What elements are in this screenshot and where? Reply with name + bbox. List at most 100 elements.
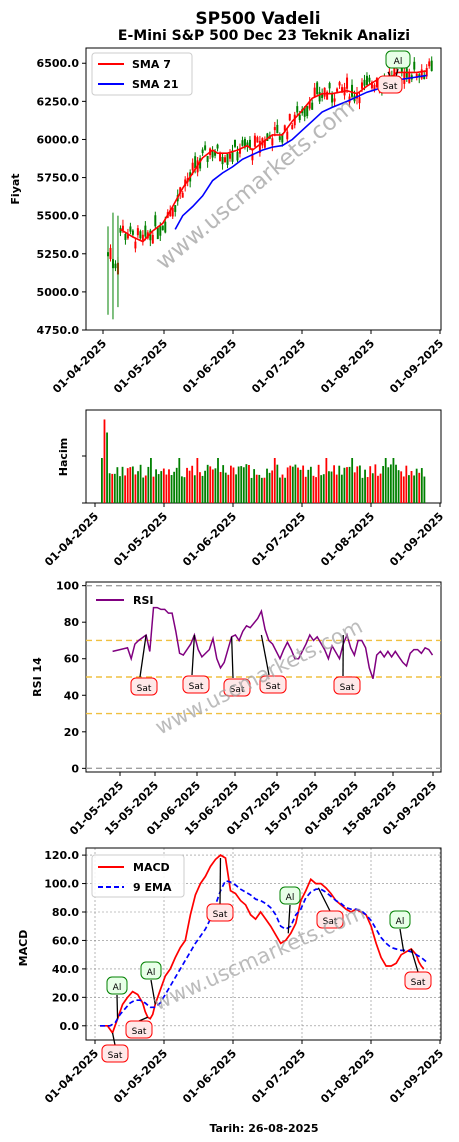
- rsi-y-tick-label: 60: [64, 653, 80, 666]
- candle-body: [370, 81, 373, 89]
- volume-bar: [333, 465, 335, 503]
- volume-bar: [402, 476, 405, 503]
- rsi-y-axis-label: RSI 14: [31, 657, 44, 697]
- signal-arrow: [116, 994, 119, 1019]
- volume-bar: [351, 458, 354, 503]
- volume-bar: [260, 477, 263, 503]
- volume-bar: [377, 475, 379, 503]
- volume-bar: [420, 468, 423, 503]
- volume-bar: [268, 472, 271, 503]
- macd-x-tick-label: 01-07-2025: [249, 1047, 308, 1106]
- candle-body: [356, 92, 358, 99]
- volume-bar: [235, 474, 237, 503]
- candle-body: [241, 140, 244, 146]
- candle-body: [233, 140, 236, 147]
- candle-body: [121, 225, 124, 231]
- volume-bar: [173, 471, 176, 503]
- candle-body: [306, 106, 309, 117]
- candle-body: [266, 133, 269, 142]
- candle-body: [393, 65, 396, 77]
- candle-body: [365, 75, 368, 86]
- volume-bar: [116, 467, 119, 503]
- chart-title: SP500 Vadeli: [195, 9, 320, 29]
- volume-bar: [276, 464, 279, 503]
- signal-label: Al: [394, 57, 403, 67]
- volume-bar: [206, 464, 209, 503]
- signal-label: Al: [113, 983, 122, 993]
- sell-signal-badge: [259, 675, 287, 694]
- volume-bar: [302, 465, 305, 503]
- candle-body: [316, 82, 319, 94]
- signal-arrow: [139, 634, 147, 678]
- volume-bar: [418, 472, 421, 503]
- candle-body: [341, 87, 344, 93]
- sell-signal-badge: [404, 971, 432, 990]
- signal-arrow: [138, 1016, 148, 1022]
- candle-body: [216, 144, 219, 149]
- signal-label: Al: [396, 917, 405, 927]
- buy-signal-badge: [389, 910, 411, 929]
- candle-body: [283, 125, 286, 131]
- candle-body: [126, 234, 129, 239]
- candle-body: [236, 152, 239, 161]
- macd-panel: 0.0 20.0 40.0 60.0 80.0 100.0 120.0 MACD 01-04-2…: [17, 847, 446, 1106]
- volume-bar: [410, 471, 413, 503]
- candle-body: [420, 69, 423, 79]
- macd-y-tick-label: 20.0: [52, 991, 79, 1004]
- sell-signal-badge: [377, 75, 403, 94]
- volume-x-tick-label: 01-05-2025: [111, 510, 170, 569]
- volume-bar: [152, 476, 155, 503]
- volume-bar: [258, 474, 261, 503]
- macd-x-tick-label: 01-09-2025: [387, 1047, 446, 1106]
- volume-bar: [413, 475, 415, 503]
- candle-body: [346, 77, 349, 89]
- candle-body: [276, 124, 279, 134]
- volume-bar: [155, 469, 157, 503]
- volume-bar: [175, 467, 178, 503]
- price-y-tick-label: 5000.0: [37, 286, 80, 299]
- macd-plot-frame: [85, 847, 442, 1041]
- sell-signal-badge: [333, 676, 361, 695]
- candle-body: [423, 75, 426, 80]
- volume-bar: [103, 419, 106, 503]
- candle-body: [136, 228, 139, 236]
- volume-bar: [111, 473, 114, 503]
- candle-body: [206, 156, 209, 162]
- buy-signal-badge: [106, 976, 128, 995]
- candle-body: [373, 84, 376, 90]
- candle-body: [154, 215, 157, 227]
- price-y-tick-label: 5750.0: [37, 172, 80, 185]
- volume-bar: [219, 471, 222, 503]
- candle-body: [368, 77, 371, 82]
- macd-y-tick-label: 40.0: [52, 963, 79, 976]
- volume-bar: [325, 458, 328, 503]
- volume-bar: [286, 467, 289, 503]
- volume-bar: [379, 473, 382, 503]
- sell-signal-badge: [223, 678, 251, 697]
- volume-bar: [186, 467, 188, 503]
- volume-bar: [348, 466, 351, 503]
- watermark-text: www.uscmarkets.com: [151, 614, 366, 739]
- volume-bar: [400, 471, 403, 503]
- buy-signal-badge: [140, 961, 162, 980]
- legend-sma7-label: SMA 7: [132, 58, 171, 71]
- signal-arrow: [317, 887, 331, 912]
- signal-label: Sat: [340, 683, 355, 693]
- volume-bar: [214, 468, 217, 503]
- price-panel: 4750.0 5000.0 5250.0 5500.0 5750.0 6000.0 6250…: [9, 47, 446, 396]
- price-plot-frame: [85, 47, 442, 331]
- volume-bar: [330, 471, 333, 503]
- volume-bar: [405, 465, 408, 503]
- volume-bar: [423, 476, 426, 503]
- volume-bar: [204, 470, 206, 503]
- chart-subtitle: E-Mini S&P 500 Dec 23 Teknik Analizi: [118, 28, 410, 44]
- volume-bar: [245, 464, 248, 503]
- candle-body: [141, 234, 144, 241]
- candle-body: [164, 221, 167, 233]
- macd-y-tick-label: 120.0: [44, 849, 79, 862]
- volume-bar: [193, 475, 196, 503]
- candle-body: [214, 151, 217, 156]
- volume-bar: [188, 470, 191, 503]
- volume-bar: [395, 464, 397, 503]
